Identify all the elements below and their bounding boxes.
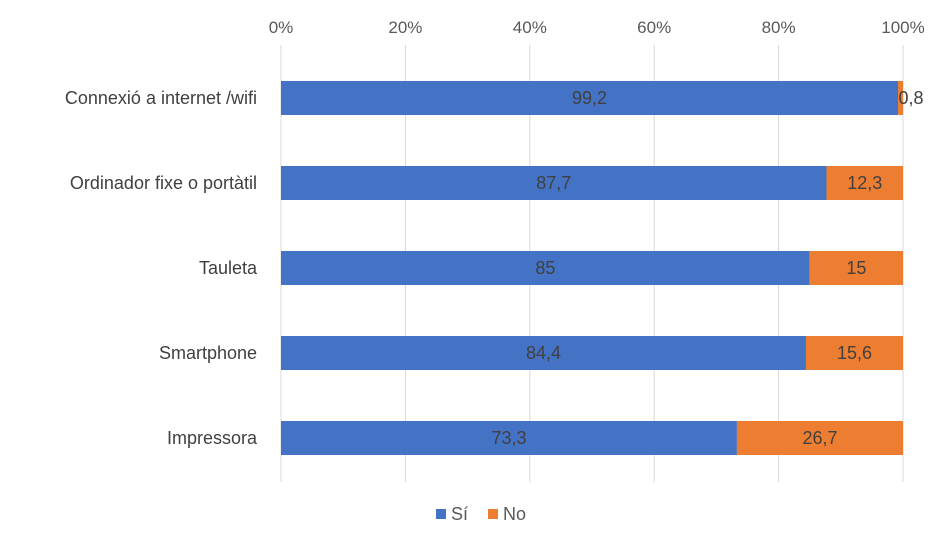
data-label: 15,6 xyxy=(837,343,872,363)
x-tick-label: 20% xyxy=(388,18,422,37)
bar-segment-no xyxy=(898,81,903,115)
x-tick-label: 0% xyxy=(269,18,294,37)
data-label: 85 xyxy=(535,258,555,278)
legend-label: Sí xyxy=(451,504,468,524)
category-label: Smartphone xyxy=(159,343,257,363)
data-label: 0,8 xyxy=(898,88,923,108)
bar-segment-no xyxy=(809,251,903,285)
x-tick-label: 80% xyxy=(762,18,796,37)
bar-segment-no xyxy=(826,166,903,200)
bar-segment-si xyxy=(281,166,827,200)
category-label: Connexió a internet /wifi xyxy=(65,88,257,108)
bar-segment-no xyxy=(736,421,903,455)
category-label: Tauleta xyxy=(199,258,258,278)
data-label: 12,3 xyxy=(847,173,882,193)
bar-segment-si xyxy=(281,336,806,370)
x-tick-label: 40% xyxy=(513,18,547,37)
data-label: 87,7 xyxy=(536,173,571,193)
data-label: 99,2 xyxy=(572,88,607,108)
bar-segment-si xyxy=(281,81,899,115)
legend-swatch xyxy=(488,509,498,519)
data-label: 15 xyxy=(846,258,866,278)
x-tick-label: 100% xyxy=(881,18,924,37)
legend-swatch xyxy=(436,509,446,519)
bar-segment-si xyxy=(281,421,737,455)
data-label: 73,3 xyxy=(491,428,526,448)
x-tick-label: 60% xyxy=(637,18,671,37)
data-label: 84,4 xyxy=(526,343,561,363)
bar-segment-si xyxy=(281,251,810,285)
category-label: Ordinador fixe o portàtil xyxy=(70,173,257,193)
bar-segment-no xyxy=(805,336,903,370)
legend-label: No xyxy=(503,504,526,524)
category-label: Impressora xyxy=(167,428,258,448)
data-label: 26,7 xyxy=(802,428,837,448)
